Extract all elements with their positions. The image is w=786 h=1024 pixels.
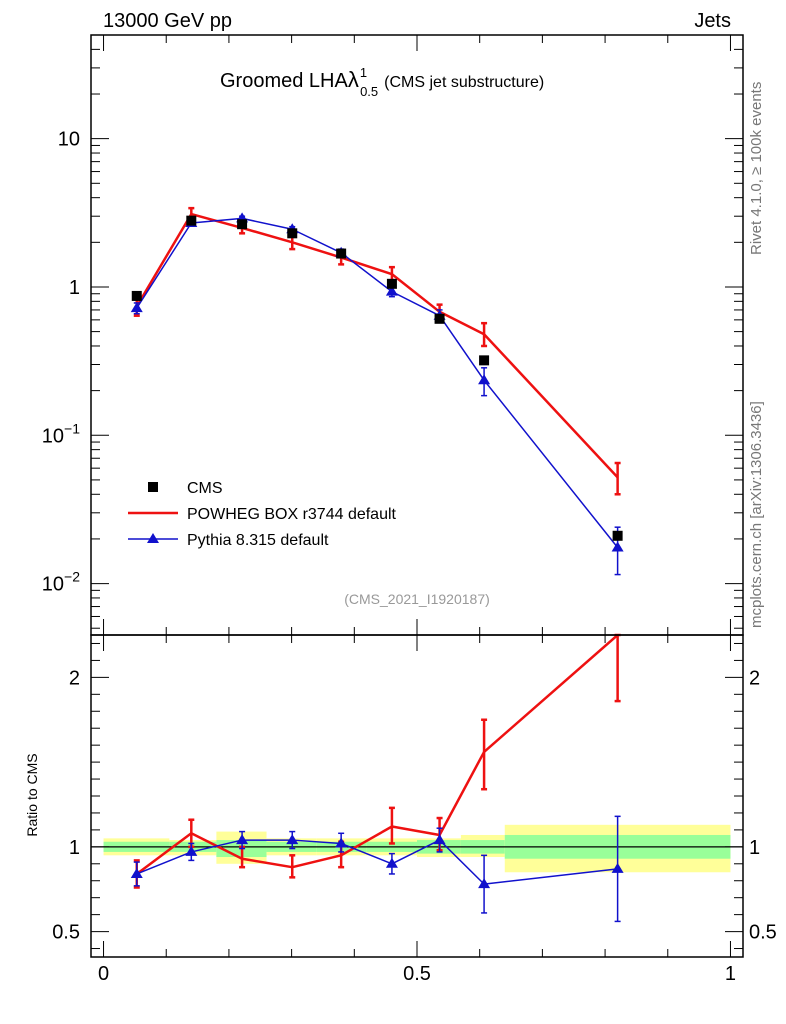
ratio-plot-frame — [90, 634, 744, 958]
main-cms-marker-8 — [612, 530, 623, 541]
data-series — [130, 206, 624, 923]
legend-powheg-label: POWHEG BOX r3744 default — [187, 506, 397, 523]
axis-ticks — [91, 34, 743, 957]
analysis-id: (CMS_2021_I1920187) — [344, 591, 490, 607]
plot-title: Groomed LHAλ1 0.5 (CMS jet substructure) — [220, 65, 544, 99]
ratio-ytick-label-left-2: 2 — [69, 667, 80, 689]
ratio-pythia-marker-1 — [185, 845, 198, 856]
main-pythia-line — [136, 217, 619, 548]
ratio-pythia-marker-7 — [478, 878, 491, 889]
ratio-ytick-label-left-0: 0.5 — [52, 922, 80, 944]
main-cms-marker-7 — [479, 355, 490, 366]
main-cms-marker-0 — [131, 290, 142, 301]
main-ytick-label-0: 10 — [58, 129, 80, 151]
process-label: Jets — [694, 10, 731, 32]
ratio-ytick-label-right-2: 2 — [749, 667, 760, 689]
main-ytick-mantissa: 10 — [42, 425, 64, 447]
beam-label: 13000 GeV pp — [103, 10, 232, 32]
ratio-ylabel: Ratio to CMS — [24, 753, 40, 836]
ratio-ytick-label-left-1: 1 — [69, 837, 80, 859]
main-cms-marker-6 — [434, 313, 445, 324]
ratio-pythia-marker-4 — [335, 837, 348, 848]
main-pythia-marker-7 — [478, 374, 491, 385]
ratio-pythia-marker-3 — [286, 834, 299, 845]
main-ytick-label-3: 10−2 — [42, 569, 80, 596]
legend-pythia-label: Pythia 8.315 default — [187, 532, 329, 549]
title-subscript: 0.5 — [360, 84, 378, 99]
title-suffix: (CMS jet substructure) — [384, 74, 544, 91]
main-pythia-marker-5 — [385, 285, 398, 296]
ratio-pythia-marker-8 — [611, 862, 624, 873]
ratio-ytick-label-right-1: 1 — [749, 837, 760, 859]
xtick-label-2: 1 — [725, 963, 736, 985]
main-cms-marker-2 — [237, 219, 248, 230]
ratio-powheg-line — [136, 634, 619, 875]
main-cms-marker-4 — [336, 248, 347, 259]
title-symbol: λ — [348, 67, 359, 92]
title-superscript: 1 — [360, 65, 367, 80]
main-cms-marker-3 — [287, 228, 298, 239]
xtick-label-1: 0.5 — [403, 963, 431, 985]
main-powheg-line — [135, 212, 619, 479]
legend-pythia-marker — [147, 533, 159, 543]
title-prefix: Groomed LHA — [220, 70, 348, 92]
main-ytick-exponent: −2 — [64, 569, 80, 585]
main-ytick-mantissa: 10 — [42, 574, 64, 596]
ratio-pythia-marker-2 — [236, 834, 249, 845]
main-ytick-label-2: 10−1 — [42, 420, 80, 447]
legend-cms-label: CMS — [187, 480, 223, 497]
legend: CMS POWHEG BOX r3744 default Pythia 8.31… — [128, 480, 397, 549]
ratio-pythia-marker-0 — [130, 867, 143, 878]
mcplots-label: mcplots.cern.ch [arXiv:1306.3436] — [748, 401, 765, 628]
main-pythia-marker-8 — [611, 541, 624, 552]
ratio-ytick-label-right-0: 0.5 — [749, 922, 777, 944]
legend-cms-marker — [148, 482, 158, 492]
xtick-label-0: 0 — [98, 963, 109, 985]
main-pythia-marker-0 — [130, 302, 143, 313]
main-ytick-exponent: −1 — [64, 420, 80, 436]
ratio-pythia-marker-5 — [385, 857, 398, 868]
rivet-label: Rivet 4.1.0, ≥ 100k events — [748, 82, 765, 255]
main-cms-marker-5 — [386, 278, 397, 289]
main-cms-marker-1 — [186, 215, 197, 226]
ratio-pythia-marker-6 — [433, 834, 446, 845]
main-ytick-label-1: 1 — [69, 277, 80, 299]
